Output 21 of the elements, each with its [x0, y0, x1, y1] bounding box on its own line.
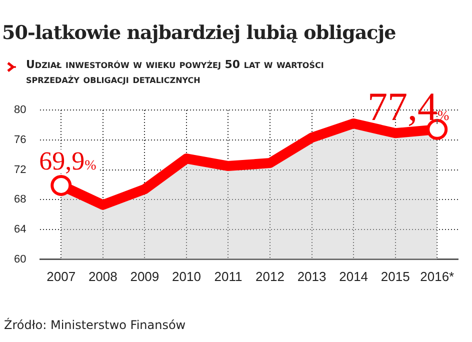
y-tick-label: 72 [14, 164, 26, 176]
chart-title: 50-latkowie najbardziej lubią obligacje [2, 22, 396, 44]
chart-subtitle: Udział inwestorów w wieku powyżej 50 lat w wartości sprzedaży obligacji detalicznych [26, 57, 325, 87]
x-tick-label: 2013 [297, 268, 326, 284]
x-tick-label: 2010 [172, 268, 201, 284]
y-tick-label: 80 [14, 104, 26, 116]
x-tick-label: 2015 [380, 268, 410, 284]
y-tick-label: 64 [14, 224, 26, 236]
x-tick-label: 2014 [339, 268, 368, 284]
annotation: 69,9% [39, 146, 97, 176]
y-tick-label: 60 [14, 253, 26, 266]
y-tick-label: 76 [14, 134, 26, 146]
x-tick-label: 2012 [256, 268, 284, 284]
y-tick-label: 68 [14, 194, 26, 206]
x-tick-label: 2008 [88, 268, 118, 284]
annotation: 77,4% [367, 84, 450, 129]
text: Źródło: Ministerstwo Finansów [4, 318, 186, 332]
x-tick-label: 2009 [130, 268, 160, 284]
x-tick-label: 2007 [46, 268, 76, 284]
x-tick-label: 2016* [420, 268, 454, 284]
x-tick-label: 2011 [214, 268, 242, 284]
